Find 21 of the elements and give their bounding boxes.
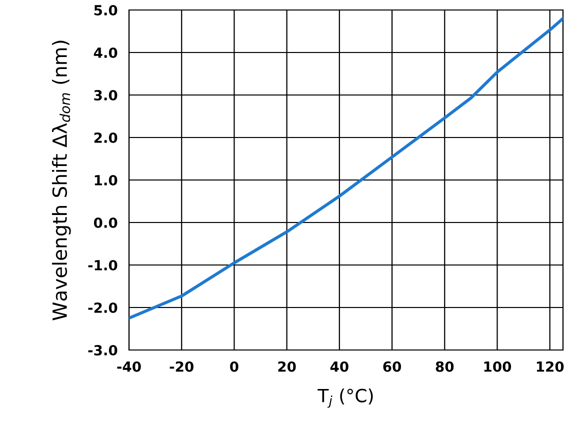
x-tick-label: 120 [536,361,564,372]
y-tick-label: -2.0 [88,302,118,313]
x-tick-label: 100 [484,361,512,372]
y-tick-label: 2.0 [94,132,118,143]
x-tick-label: 20 [278,361,296,372]
line-series [129,16,563,320]
x-tick-label: 60 [383,361,402,372]
x-tick-label: -20 [170,361,194,372]
y-tick-label: 1.0 [94,174,118,186]
x-axis-title: T$_{j}$ (°C) [318,388,373,408]
y-tick-label: 0.0 [94,217,118,228]
x-tick-label: 40 [330,361,348,372]
y-tick-label: 5.0 [94,4,118,16]
y-tick-label: -1.0 [88,260,118,270]
x-tick-label: 0 [230,361,238,372]
x-tick-label: -40 [117,361,141,372]
y-tick-label: 3.0 [94,90,118,100]
y-tick-label: -3.0 [88,344,118,356]
y-tick-label: 4.0 [94,47,118,58]
y-axis-title: Wavelength Shift Δλ$_{dom}$ (nm) [52,40,71,320]
x-tick-label: 80 [436,361,454,372]
